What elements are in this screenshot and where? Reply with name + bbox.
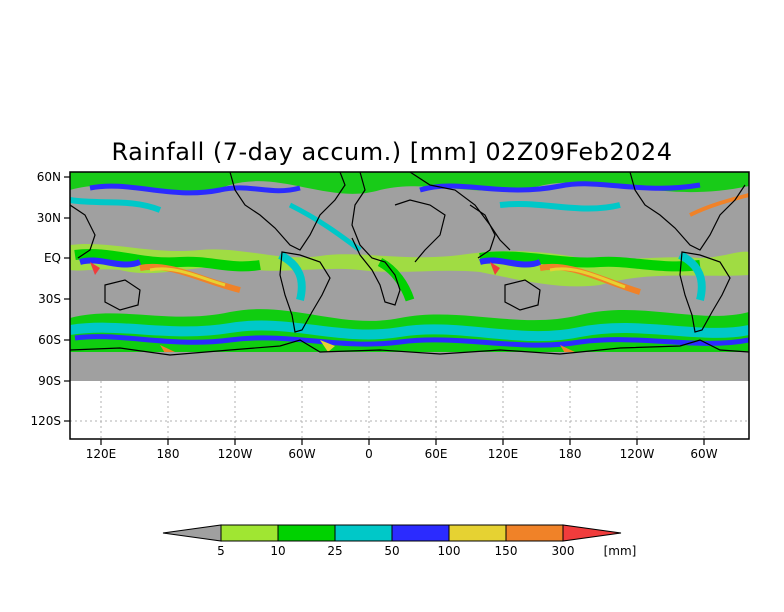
x-tick-label: 60W: [288, 447, 315, 461]
colorbar: [162, 524, 622, 542]
y-tick-label: 60S: [38, 333, 61, 347]
colorbar-label: 100: [438, 544, 461, 558]
x-tick-label: 180: [559, 447, 582, 461]
colorbar-segment: [448, 524, 507, 542]
y-ticks: [64, 176, 70, 422]
map-frame: [69, 171, 750, 440]
y-tick-label: 30N: [37, 211, 61, 225]
x-tick-label: 0: [365, 447, 373, 461]
precip-north-band: [70, 172, 749, 253]
x-tick-label: 120W: [620, 447, 655, 461]
colorbar-segment: [277, 524, 336, 542]
x-ticks: [100, 439, 705, 445]
x-tick-label: 60E: [425, 447, 448, 461]
coastlines: [70, 172, 749, 356]
y-tick-label: 30S: [38, 292, 61, 306]
x-tick-label: 180: [157, 447, 180, 461]
no-data-region: [70, 381, 749, 439]
colorbar-segment: [391, 524, 450, 542]
colorbar-label: 5: [217, 544, 225, 558]
colorbar-segment-below: [162, 524, 222, 542]
y-tick-label: 120S: [30, 414, 61, 428]
colorbar-label: 150: [495, 544, 518, 558]
colorbar-label: 300: [552, 544, 575, 558]
colorbar-segment: [505, 524, 564, 542]
colorbar-label: 50: [384, 544, 399, 558]
y-tick-label: 90S: [38, 374, 61, 388]
x-tick-label: 120E: [86, 447, 117, 461]
gridlines: [70, 381, 749, 439]
x-tick-label: 60W: [690, 447, 717, 461]
y-tick-label: 60N: [37, 170, 61, 184]
precip-south-band: [70, 309, 749, 358]
colorbar-segment: [334, 524, 393, 542]
colorbar-label: 10: [270, 544, 285, 558]
precip-polar-south: [70, 352, 749, 381]
x-tick-label: 120W: [218, 447, 253, 461]
y-tick-label: EQ: [44, 251, 61, 265]
colorbar-unit: [mm]: [604, 544, 637, 558]
precip-field: [70, 172, 749, 381]
precip-tropics: [70, 243, 749, 302]
x-tick-label: 120E: [488, 447, 519, 461]
colorbar-label: 25: [327, 544, 342, 558]
colorbar-segment: [220, 524, 279, 542]
colorbar-segment-above: [562, 524, 622, 542]
chart-title: Rainfall (7-day accum.) [mm] 02Z09Feb202…: [111, 138, 673, 166]
